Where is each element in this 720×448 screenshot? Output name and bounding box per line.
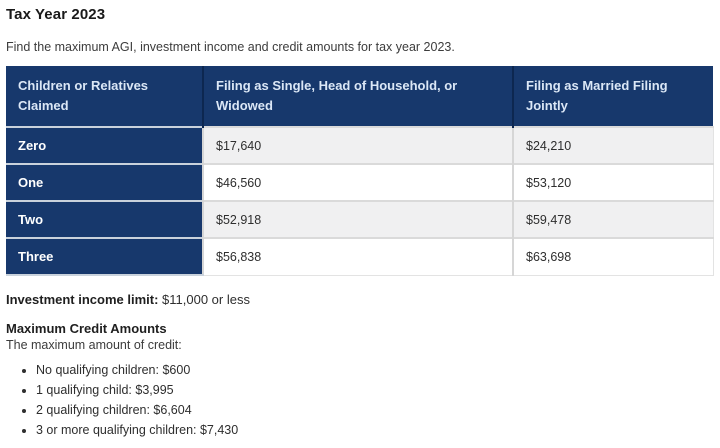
cell-zero-single: $17,640	[202, 126, 514, 165]
intro-text: Find the maximum AGI, investment income …	[6, 40, 455, 54]
investment-income-limit-label: Investment income limit:	[6, 292, 159, 308]
tax-year-page: Tax Year 2023 Find the maximum AGI, inve…	[0, 0, 720, 439]
table-row: One $46,560 $53,120	[6, 163, 714, 202]
column-header-married-jointly: Filing as Married Filing Jointly	[513, 66, 713, 128]
list-item-two-children: 2 qualifying children: $6,604	[36, 402, 713, 419]
cell-two-married: $59,478	[512, 200, 714, 239]
table-header-row: Children or Relatives Claimed Filing as …	[6, 66, 713, 128]
row-label-zero: Zero	[6, 126, 203, 165]
cell-two-single: $52,918	[202, 200, 514, 239]
page-title: Tax Year 2023	[6, 6, 106, 23]
row-label-one: One	[6, 163, 203, 202]
row-label-two: Two	[6, 200, 203, 239]
table-row: Zero $17,640 $24,210	[6, 126, 714, 165]
max-credit-amounts-heading: Maximum Credit Amounts	[6, 321, 167, 337]
cell-three-married: $63,698	[512, 237, 714, 276]
list-item-three-or-more-children: 3 or more qualifying children: $7,430	[36, 422, 713, 439]
investment-income-limit-value: $11,000 or less	[158, 292, 250, 308]
cell-one-single: $46,560	[202, 163, 514, 202]
agi-limits-table: Children or Relatives Claimed Filing as …	[6, 66, 714, 277]
list-item-one-child: 1 qualifying child: $3,995	[36, 382, 713, 399]
table-row: Two $52,918 $59,478	[6, 200, 714, 239]
table-body: Zero $17,640 $24,210 One $46,560 $53,120…	[6, 126, 714, 277]
cell-one-married: $53,120	[512, 163, 714, 202]
cell-zero-married: $24,210	[512, 126, 714, 165]
cell-three-single: $56,838	[202, 237, 514, 276]
table-row: Three $56,838 $63,698	[6, 237, 714, 277]
list-item-no-children: No qualifying children: $600	[36, 362, 713, 379]
column-header-children-claimed: Children or Relatives Claimed	[6, 66, 204, 128]
column-header-single-hoh-widowed: Filing as Single, Head of Household, or …	[203, 66, 514, 128]
max-credit-amounts-subheading: The maximum amount of credit:	[6, 338, 182, 353]
table-header: Children or Relatives Claimed Filing as …	[6, 66, 713, 128]
row-label-three: Three	[6, 237, 203, 277]
credit-amounts-list: No qualifying children: $600 1 qualifyin…	[6, 362, 713, 439]
investment-income-limit-line: Investment income limit: $11,000 or less	[6, 292, 713, 307]
